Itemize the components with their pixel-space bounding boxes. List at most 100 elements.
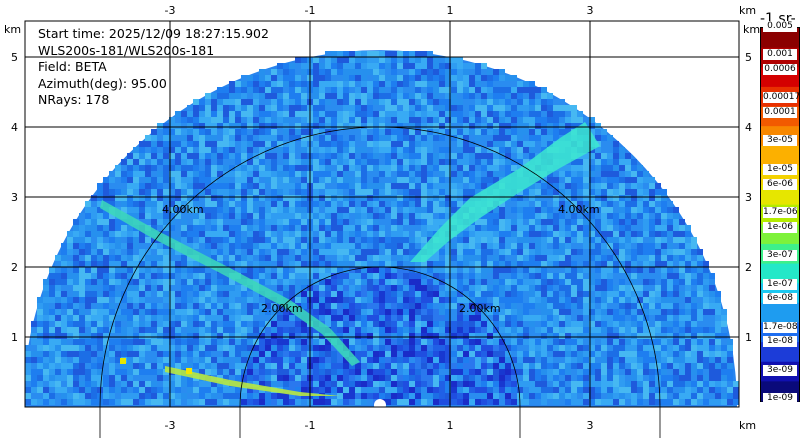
- field-cell: [541, 207, 547, 213]
- field-cell: [673, 249, 679, 255]
- field-cell: [451, 183, 457, 189]
- field-cell: [253, 117, 259, 123]
- field-cell: [367, 141, 373, 147]
- field-cell: [175, 213, 181, 219]
- field-cell: [97, 357, 103, 363]
- field-cell: [643, 189, 649, 195]
- field-cell: [229, 243, 235, 249]
- field-cell: [169, 207, 175, 213]
- field-cell: [619, 255, 625, 261]
- field-cell: [457, 105, 463, 111]
- field-cell: [199, 171, 205, 177]
- field-cell: [649, 357, 655, 363]
- field-cell: [571, 195, 577, 201]
- field-cell: [547, 297, 553, 303]
- field-cell: [667, 225, 673, 231]
- field-cell: [241, 93, 247, 99]
- field-cell: [637, 243, 643, 249]
- field-cell: [379, 57, 385, 63]
- field-cell: [247, 207, 253, 213]
- field-cell: [337, 285, 343, 291]
- field-cell: [61, 357, 67, 363]
- field-cell: [643, 309, 649, 315]
- field-cell: [313, 177, 319, 183]
- field-cell: [319, 171, 325, 177]
- field-cell: [475, 351, 481, 357]
- field-cell: [103, 291, 109, 297]
- field-cell: [361, 363, 367, 369]
- field-cell: [361, 219, 367, 225]
- field-cell: [427, 339, 433, 345]
- field-cell: [265, 81, 271, 87]
- field-cell: [391, 213, 397, 219]
- field-cell: [217, 237, 223, 243]
- field-cell: [415, 279, 421, 285]
- field-cell: [259, 351, 265, 357]
- field-cell: [295, 165, 301, 171]
- field-cell: [355, 111, 361, 117]
- field-cell: [127, 261, 133, 267]
- field-cell: [301, 363, 307, 369]
- field-cell: [583, 321, 589, 327]
- field-cell: [319, 309, 325, 315]
- field-cell: [679, 285, 685, 291]
- field-cell: [613, 201, 619, 207]
- field-cell: [541, 135, 547, 141]
- field-cell: [475, 321, 481, 327]
- field-cell: [301, 129, 307, 135]
- field-cell: [139, 351, 145, 357]
- field-cell: [355, 291, 361, 297]
- field-cell: [403, 291, 409, 297]
- field-cell: [337, 75, 343, 81]
- field-cell: [283, 141, 289, 147]
- field-cell: [535, 255, 541, 261]
- field-cell: [499, 303, 505, 309]
- field-cell: [637, 351, 643, 357]
- field-cell: [469, 261, 475, 267]
- field-cell: [67, 249, 73, 255]
- field-cell: [241, 315, 247, 321]
- field-cell: [295, 63, 301, 69]
- field-cell: [301, 183, 307, 189]
- field-cell: [427, 261, 433, 267]
- field-cell: [379, 111, 385, 117]
- field-cell: [361, 189, 367, 195]
- field-cell: [211, 201, 217, 207]
- field-cell: [325, 171, 331, 177]
- field-cell: [163, 291, 169, 297]
- field-cell: [565, 225, 571, 231]
- field-cell: [211, 339, 217, 345]
- field-cell: [103, 237, 109, 243]
- field-cell: [91, 219, 97, 225]
- field-cell: [595, 249, 601, 255]
- field-cell: [391, 129, 397, 135]
- field-cell: [565, 123, 571, 129]
- field-cell: [481, 273, 487, 279]
- field-cell: [109, 261, 115, 267]
- field-cell: [481, 159, 487, 165]
- field-cell: [415, 357, 421, 363]
- field-cell: [277, 255, 283, 261]
- field-cell: [373, 363, 379, 369]
- field-cell: [601, 177, 607, 183]
- field-cell: [655, 231, 661, 237]
- field-cell: [415, 135, 421, 141]
- field-cell: [271, 351, 277, 357]
- field-cell: [325, 159, 331, 165]
- field-cell: [325, 231, 331, 237]
- field-cell: [505, 237, 511, 243]
- field-cell: [499, 267, 505, 273]
- field-cell: [421, 225, 427, 231]
- field-cell: [337, 225, 343, 231]
- field-cell: [283, 315, 289, 321]
- field-cell: [85, 333, 91, 339]
- field-cell: [607, 291, 613, 297]
- field-cell: [475, 123, 481, 129]
- field-cell: [349, 105, 355, 111]
- field-cell: [85, 285, 91, 291]
- field-cell: [421, 219, 427, 225]
- field-cell: [505, 147, 511, 153]
- field-cell: [673, 225, 679, 231]
- field-cell: [643, 195, 649, 201]
- field-cell: [73, 351, 79, 357]
